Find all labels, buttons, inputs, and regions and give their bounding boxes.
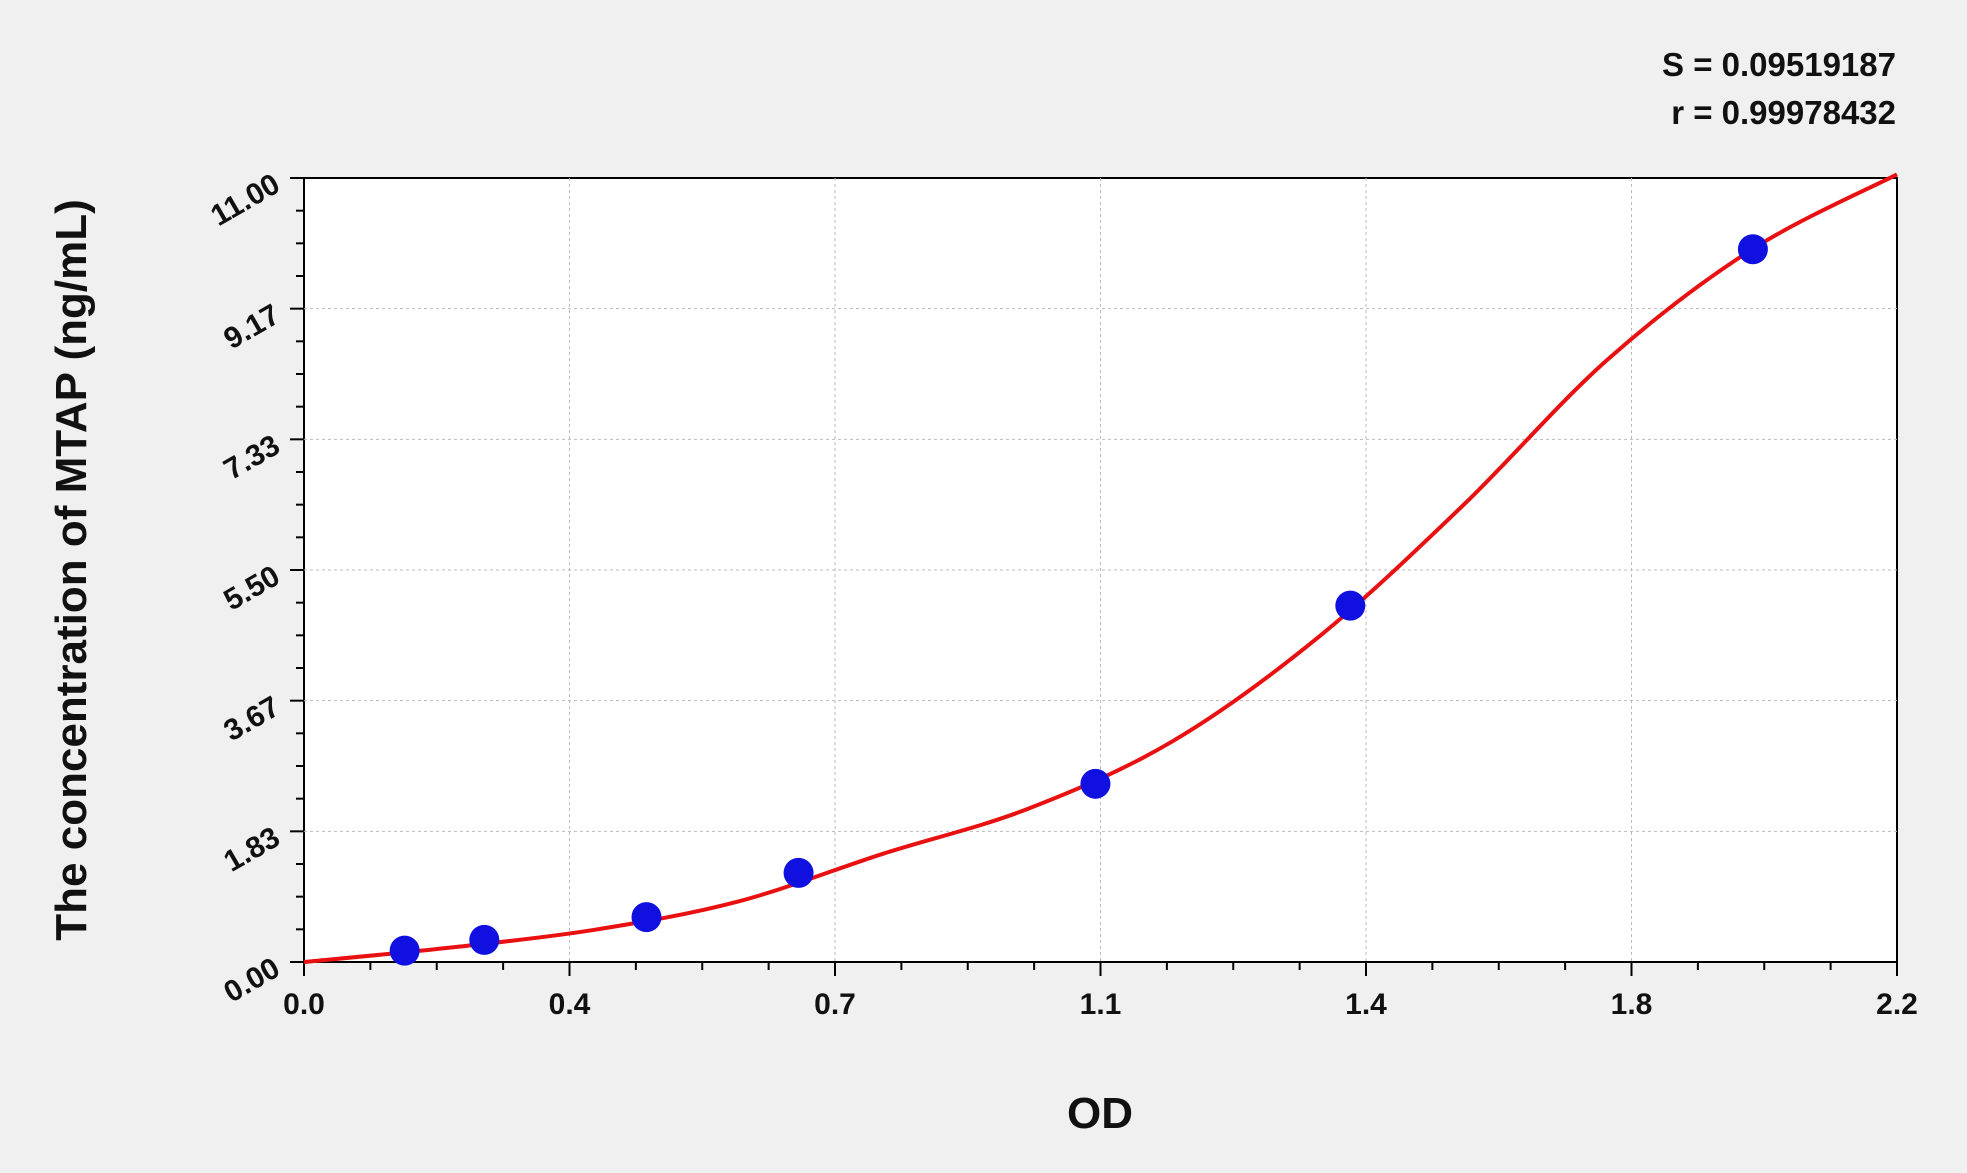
- data-point: [1335, 590, 1366, 621]
- data-point: [783, 857, 814, 888]
- x-tick-label: 1.8: [1611, 988, 1653, 1021]
- data-point: [389, 935, 420, 966]
- y-tick-label: 9.17: [218, 298, 285, 356]
- x-tick-label: 0.4: [549, 988, 591, 1021]
- data-point: [1737, 234, 1768, 265]
- x-tick-label: 2.2: [1876, 988, 1918, 1021]
- data-point: [469, 924, 500, 955]
- axis-ticks: [290, 177, 1898, 976]
- stat-r: r = 0.99978432: [1671, 94, 1896, 131]
- data-point: [1080, 768, 1111, 799]
- data-points: [389, 234, 1768, 966]
- stat-s: S = 0.09519187: [1662, 46, 1896, 83]
- grid: [304, 178, 1897, 962]
- y-tick-label: 3.67: [218, 690, 285, 748]
- x-tick-label: 0.0: [283, 988, 325, 1021]
- y-tick-label: 11.00: [205, 167, 285, 232]
- data-point: [631, 902, 662, 933]
- y-tick-label: 5.50: [218, 559, 285, 617]
- y-tick-label: 0.00: [218, 951, 285, 1009]
- x-tick-label: 1.1: [1080, 988, 1122, 1021]
- x-axis-label: OD: [1067, 1089, 1133, 1138]
- fit-curve: [303, 172, 1898, 964]
- x-tick-label: 1.4: [1345, 988, 1387, 1021]
- y-axis-label: The concentration of MTAP (ng/mL): [47, 199, 96, 940]
- x-tick-label: 0.7: [814, 988, 856, 1021]
- y-tick-label: 1.83: [218, 821, 285, 879]
- y-tick-label: 7.33: [218, 429, 285, 487]
- y-tick-labels: 0.00 1.83 3.67 5.50 7.33 9.17 11.00: [205, 167, 285, 1009]
- x-tick-labels: 0.0 0.4 0.7 1.1 1.4 1.8 2.2: [283, 988, 1918, 1021]
